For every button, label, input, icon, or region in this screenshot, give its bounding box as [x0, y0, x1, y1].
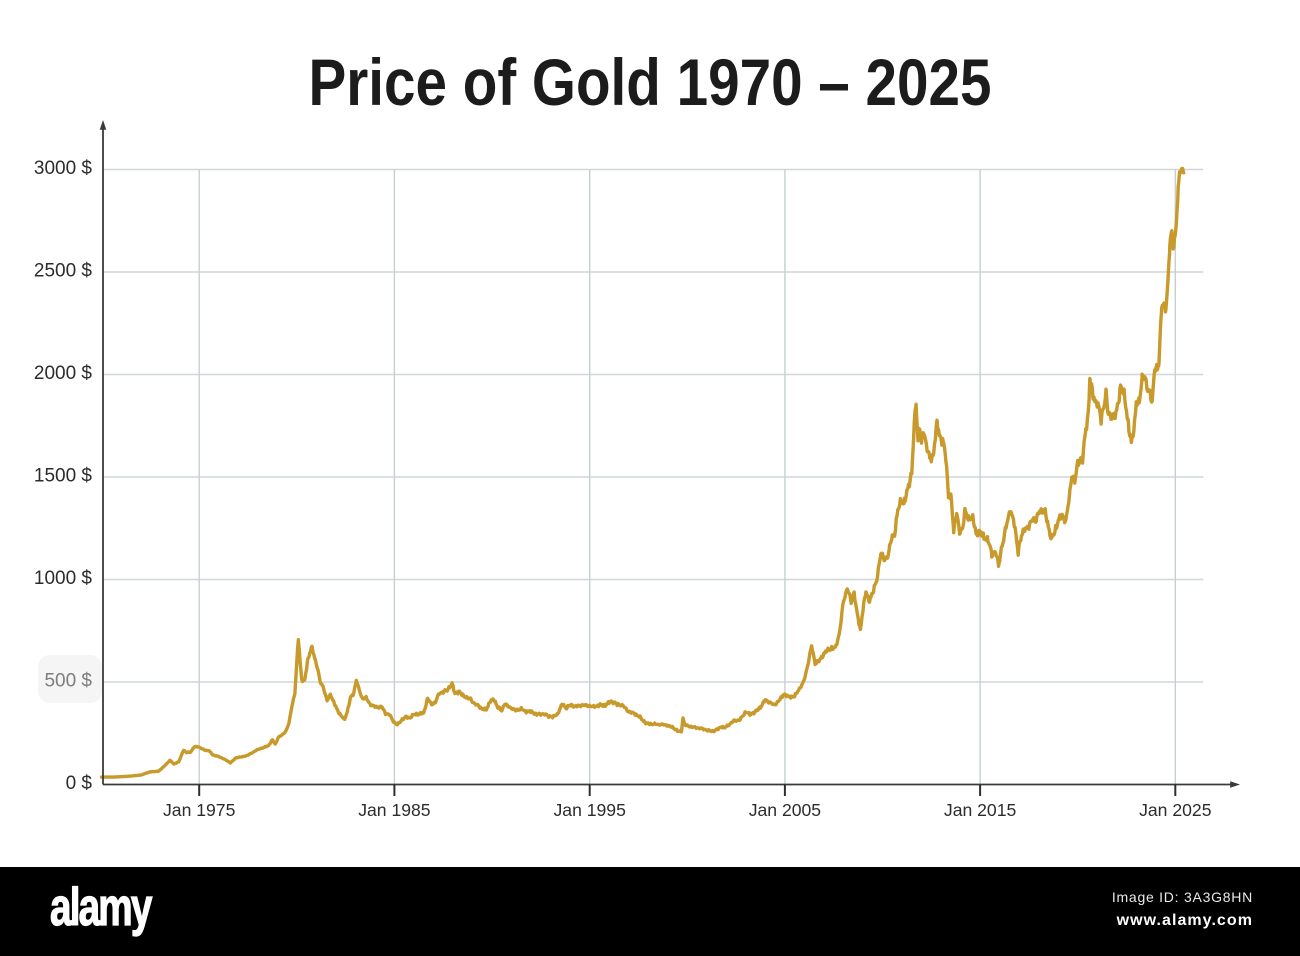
svg-text:2500 $: 2500 $ — [34, 261, 93, 282]
svg-text:Price of Gold 1970 – 2025: Price of Gold 1970 – 2025 — [309, 46, 992, 119]
svg-text:2000 $: 2000 $ — [34, 363, 93, 384]
svg-text:1000 $: 1000 $ — [34, 568, 93, 589]
svg-text:Jan 2025: Jan 2025 — [1139, 800, 1212, 820]
svg-text:3000 $: 3000 $ — [34, 158, 93, 179]
svg-text:Jan 1985: Jan 1985 — [358, 800, 431, 820]
svg-text:1500 $: 1500 $ — [34, 466, 93, 487]
svg-text:Jan 2015: Jan 2015 — [944, 800, 1017, 820]
svg-text:500 $: 500 $ — [44, 671, 92, 692]
svg-text:0 $: 0 $ — [66, 773, 93, 794]
svg-text:Jan 2005: Jan 2005 — [749, 800, 822, 820]
svg-text:Jan 1995: Jan 1995 — [553, 800, 626, 820]
svg-text:Jan 1975: Jan 1975 — [163, 800, 236, 820]
